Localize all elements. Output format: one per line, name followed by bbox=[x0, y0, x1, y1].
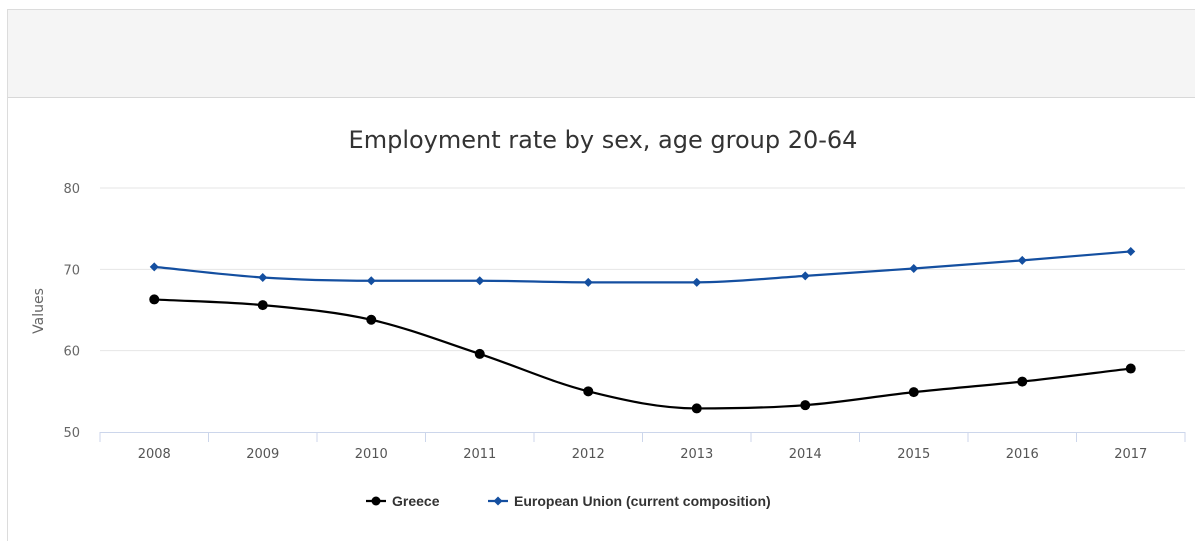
data-point-european-union-current-composition[interactable] bbox=[909, 264, 919, 274]
data-point-greece[interactable] bbox=[800, 400, 811, 411]
data-point-greece[interactable] bbox=[149, 294, 160, 305]
data-point-greece[interactable] bbox=[908, 387, 919, 398]
data-point-greece[interactable] bbox=[474, 348, 485, 359]
x-tick-label: 2010 bbox=[355, 447, 388, 462]
y-tick-label: 60 bbox=[63, 345, 80, 360]
panel-header bbox=[8, 10, 1195, 98]
x-tick-label: 2009 bbox=[246, 447, 279, 462]
data-point-european-union-current-composition[interactable] bbox=[692, 277, 702, 287]
data-point-european-union-current-composition[interactable] bbox=[149, 262, 159, 272]
data-point-greece[interactable] bbox=[1125, 363, 1136, 374]
y-tick-label: 80 bbox=[63, 182, 80, 197]
y-axis-label: Values bbox=[31, 288, 47, 334]
data-point-greece[interactable] bbox=[691, 403, 702, 414]
y-tick-labels: 50 60 70 80 bbox=[63, 182, 80, 441]
x-tick-label: 2015 bbox=[897, 447, 930, 462]
series-line-greece bbox=[154, 298, 1131, 410]
data-point-european-union-current-composition[interactable] bbox=[366, 276, 376, 286]
chart-panel bbox=[7, 9, 1195, 541]
x-tick-label: 2016 bbox=[1006, 447, 1039, 462]
data-point-greece[interactable] bbox=[257, 300, 268, 311]
legend-marker-greece[interactable] bbox=[371, 496, 381, 506]
data-point-greece[interactable] bbox=[366, 314, 377, 325]
y-tick-label: 70 bbox=[63, 263, 80, 278]
data-point-european-union-current-composition[interactable] bbox=[800, 271, 810, 281]
x-tick-label: 2017 bbox=[1114, 447, 1147, 462]
grid-lines bbox=[100, 187, 1185, 352]
data-point-greece[interactable] bbox=[583, 386, 594, 397]
series-line-european-union-current-composition bbox=[154, 250, 1131, 284]
x-tick-label: 2011 bbox=[463, 447, 496, 462]
data-point-european-union-current-composition[interactable] bbox=[1017, 255, 1027, 265]
chart-title: Employment rate by sex, age group 20-64 bbox=[349, 126, 858, 154]
legend-marker-european-union-current-composition[interactable] bbox=[493, 496, 503, 506]
series-layer bbox=[149, 246, 1136, 414]
x-axis: 2008 2009 2010 2011 2012 2013 2014 2015 2016 2017 bbox=[99, 432, 1186, 462]
legend-label-european-union-current-composition[interactable]: European Union (current composition) bbox=[514, 493, 771, 509]
x-tick-label: 2013 bbox=[680, 447, 713, 462]
data-point-european-union-current-composition[interactable] bbox=[583, 277, 593, 287]
legend-label-greece[interactable]: Greece bbox=[392, 493, 440, 509]
x-tick-label: 2008 bbox=[138, 447, 171, 462]
x-tick-label: 2012 bbox=[572, 447, 605, 462]
legend: Greece European Union (current compositio… bbox=[366, 493, 771, 509]
data-point-european-union-current-composition[interactable] bbox=[258, 272, 268, 282]
data-point-european-union-current-composition[interactable] bbox=[475, 276, 485, 286]
data-point-greece[interactable] bbox=[1017, 376, 1028, 387]
data-point-european-union-current-composition[interactable] bbox=[1126, 246, 1136, 256]
x-tick-label: 2014 bbox=[789, 447, 822, 462]
y-tick-label: 50 bbox=[63, 426, 80, 441]
